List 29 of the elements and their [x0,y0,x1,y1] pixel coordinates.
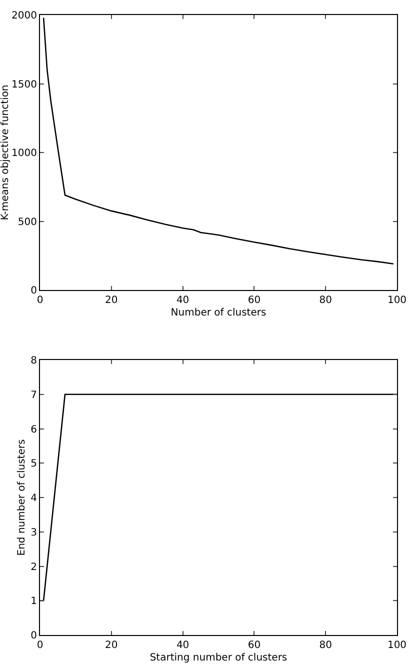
y-tick-label: 1 [30,596,37,608]
y-axis-title: End number of clusters [16,439,28,556]
x-tick-label: 40 [176,295,190,306]
x-tick-label: 100 [387,295,407,306]
y-tick-label: 5 [30,458,37,470]
line-series [42,17,394,265]
x-tick-label: 80 [319,295,332,306]
y-tick-label: 7 [30,390,37,401]
x-tick-label: 20 [105,295,118,306]
x-tick-label: 60 [248,640,261,651]
y-axis-title: K-means objective function [0,84,11,220]
y-tick-label: 0 [30,630,37,642]
x-axis-title: Number of clusters [170,308,266,318]
y-tick-label: 2000 [12,10,37,22]
y-tick-label: 4 [30,493,37,504]
x-tick-label: 60 [248,295,261,306]
y-tick-label: 8 [30,356,37,366]
y-tick-label: 0 [30,286,37,296]
y-tick-label: 3 [30,527,37,538]
x-axis-title: Starting number of clusters [150,652,288,664]
x-tick-label: 100 [387,640,407,651]
y-tick-label: 1000 [12,148,37,159]
y-tick-label: 6 [30,424,37,436]
x-tick-label: 40 [176,640,190,651]
x-tick-label: 20 [105,640,118,651]
y-tick-label: 500 [18,216,37,228]
y-tick-label: 2 [30,562,37,573]
x-tick-label: 80 [319,640,332,651]
y-tick-label: 1500 [12,79,37,90]
